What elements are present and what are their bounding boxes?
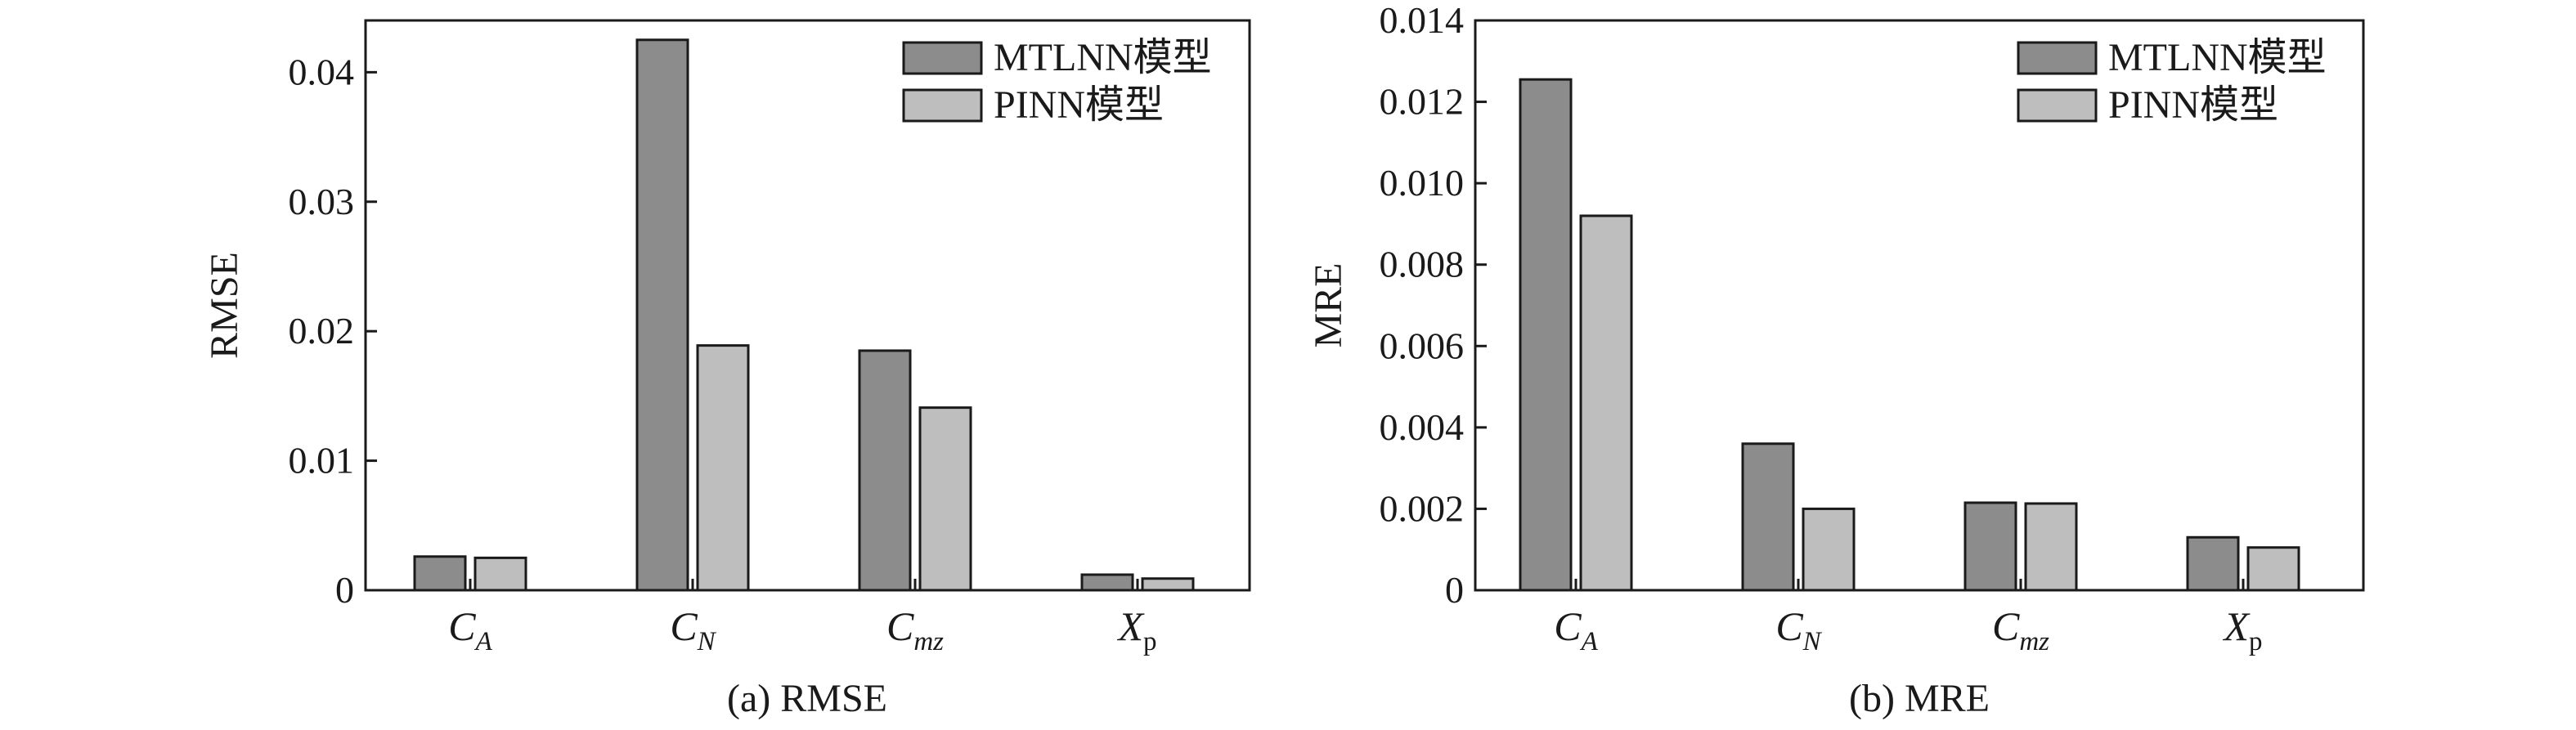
y-tick-label: 0 [335,569,354,611]
x-tick-label: Cmz [886,603,944,656]
legend-label: MTLNN模型 [2108,36,2327,79]
bar-pinn [1141,577,1195,592]
panel-rmse: 0 0.01 0.02 0.03 0.04 RMSE CA CN Cmz Xp MTLNN模型PIN… [203,19,1251,720]
legend-label: PINN模型 [994,83,1164,127]
bar-mtlnn [635,38,689,592]
x-tick-label: CN [1775,603,1822,656]
bar-mtlnn [413,555,467,592]
legend-swatch [902,88,983,123]
y-axis-label: MRE [1307,262,1350,347]
panel-caption: (a) RMSE [727,677,887,720]
bar-mtlnn [1519,78,1573,592]
bar-pinn [696,344,750,592]
bar-pinn [473,556,527,592]
bar-pinn [2246,546,2300,592]
y-tick-label: 0.010 [1380,162,1465,204]
y-tick-label: 0 [1445,569,1464,611]
legend-swatch [2017,41,2098,75]
panel-mre: 0 0.002 0.004 0.006 0.008 0.010 0.012 0.014 MRE C… [1307,0,2365,720]
y-tick-label: 0.002 [1380,487,1465,529]
legend-swatch [2017,88,2098,123]
bar-pinn [918,406,972,592]
panel-caption: (b) MRE [1849,677,1990,720]
bar-pinn [1802,507,1856,592]
bar-pinn [1579,214,1633,592]
bar-mtlnn [1741,442,1795,592]
y-axis-label: RMSE [203,252,246,359]
y-tick-label: 0.014 [1380,0,1465,41]
x-tick-label: CA [1554,603,1598,656]
bar-mtlnn [858,349,912,592]
x-tick-label: CA [448,603,492,656]
y-tick-label: 0.012 [1380,81,1465,123]
legend-label: MTLNN模型 [994,36,1212,79]
x-tick-label: CN [670,603,716,656]
bar-pinn [2024,502,2078,592]
x-tick-label: Xp [2222,603,2262,656]
y-tick-label: 0.008 [1380,244,1465,285]
y-tick-label: 0.02 [289,310,355,352]
x-tick-label: Cmz [1992,603,2049,656]
y-tick-label: 0.03 [289,181,355,222]
y-tick-label: 0.004 [1380,406,1465,448]
y-tick-label: 0.04 [289,51,355,92]
bar-mtlnn [1080,573,1134,592]
legend-label: PINN模型 [2108,83,2278,127]
y-tick-label: 0.006 [1380,325,1465,366]
bar-mtlnn [2186,535,2240,592]
plot-frame [1474,19,2365,592]
plot-frame [364,19,1251,592]
legend-swatch [902,41,983,75]
bar-mtlnn [1963,501,2017,592]
x-tick-label: Xp [1116,603,1156,656]
y-tick-label: 0.01 [289,440,355,481]
